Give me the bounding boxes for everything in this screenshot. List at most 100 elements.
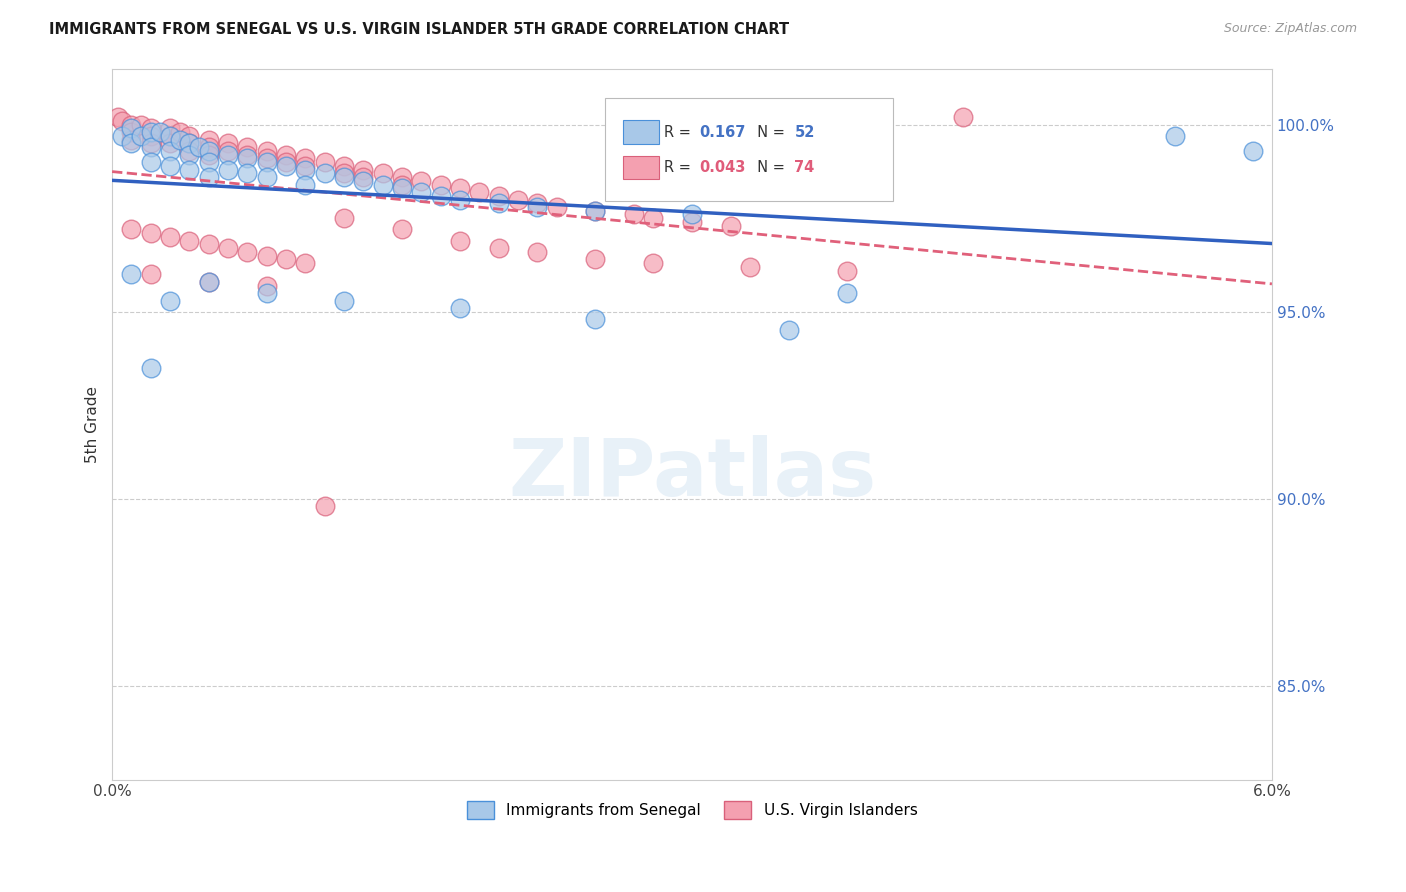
Point <box>159 128 181 143</box>
Point <box>429 178 451 192</box>
Point <box>274 252 297 267</box>
Point <box>526 200 548 214</box>
Point <box>583 252 606 267</box>
Point <box>149 125 172 139</box>
Point <box>111 114 134 128</box>
Point <box>139 360 162 375</box>
Point <box>526 196 548 211</box>
Point <box>139 128 162 143</box>
Text: R =: R = <box>664 161 695 175</box>
Point <box>274 155 297 169</box>
Point <box>643 256 665 270</box>
Point <box>179 136 201 151</box>
Point <box>217 144 239 158</box>
Point <box>159 159 181 173</box>
Point <box>236 166 259 180</box>
Point <box>139 140 162 154</box>
Point <box>179 234 201 248</box>
Point <box>120 136 142 151</box>
Point <box>107 110 129 124</box>
Point <box>643 211 665 226</box>
Text: 74: 74 <box>794 161 814 175</box>
Point <box>236 140 259 154</box>
Point <box>294 256 316 270</box>
Point <box>623 207 645 221</box>
Point <box>333 211 356 226</box>
Point <box>583 203 606 218</box>
Point <box>506 193 529 207</box>
Point <box>217 147 239 161</box>
Point <box>179 128 201 143</box>
Point <box>129 128 152 143</box>
Text: Source: ZipAtlas.com: Source: ZipAtlas.com <box>1223 22 1357 36</box>
Point <box>371 166 394 180</box>
Point <box>411 174 433 188</box>
Point <box>352 169 374 184</box>
Point <box>256 249 278 263</box>
Point <box>391 181 413 195</box>
Point <box>449 301 471 315</box>
Point <box>352 174 374 188</box>
Point <box>139 125 162 139</box>
Point <box>139 121 162 136</box>
Point <box>391 222 413 236</box>
Point <box>217 136 239 151</box>
Point <box>179 144 201 158</box>
Point <box>333 293 356 308</box>
Point <box>952 110 974 124</box>
Point <box>139 268 162 282</box>
Point <box>583 312 606 326</box>
Point <box>197 237 219 252</box>
Point <box>197 144 219 158</box>
Point <box>169 133 191 147</box>
Point <box>197 155 219 169</box>
Text: 0.167: 0.167 <box>699 125 745 139</box>
Point <box>159 136 181 151</box>
Point <box>738 260 761 274</box>
Point <box>179 162 201 177</box>
Point <box>835 263 858 277</box>
Point <box>449 193 471 207</box>
Point <box>488 188 510 202</box>
Point <box>352 162 374 177</box>
Text: 0.043: 0.043 <box>699 161 745 175</box>
Point <box>1241 144 1264 158</box>
Point <box>314 500 336 514</box>
Point <box>429 188 451 202</box>
Point <box>120 133 142 147</box>
Point <box>314 166 336 180</box>
Point <box>236 152 259 166</box>
Point <box>179 136 201 151</box>
Point <box>526 244 548 259</box>
Point <box>217 162 239 177</box>
Point <box>488 241 510 255</box>
Point <box>197 140 219 154</box>
Point <box>159 230 181 244</box>
Point <box>197 133 219 147</box>
Point <box>256 144 278 158</box>
Point <box>120 118 142 132</box>
Point <box>236 147 259 161</box>
Point <box>333 166 356 180</box>
Point <box>720 219 742 233</box>
Point <box>391 178 413 192</box>
Point <box>159 144 181 158</box>
Text: ZIPatlas: ZIPatlas <box>508 434 876 513</box>
Point <box>256 155 278 169</box>
Point <box>294 152 316 166</box>
Point <box>274 159 297 173</box>
Point <box>778 324 800 338</box>
Text: 52: 52 <box>794 125 814 139</box>
Point <box>120 125 142 139</box>
Point <box>197 275 219 289</box>
Point <box>449 234 471 248</box>
Point <box>256 169 278 184</box>
Point <box>111 128 134 143</box>
Point <box>197 169 219 184</box>
Text: IMMIGRANTS FROM SENEGAL VS U.S. VIRGIN ISLANDER 5TH GRADE CORRELATION CHART: IMMIGRANTS FROM SENEGAL VS U.S. VIRGIN I… <box>49 22 789 37</box>
Text: R =: R = <box>664 125 695 139</box>
Point <box>188 140 211 154</box>
Text: N =: N = <box>748 125 790 139</box>
Point <box>681 207 703 221</box>
Point <box>371 178 394 192</box>
